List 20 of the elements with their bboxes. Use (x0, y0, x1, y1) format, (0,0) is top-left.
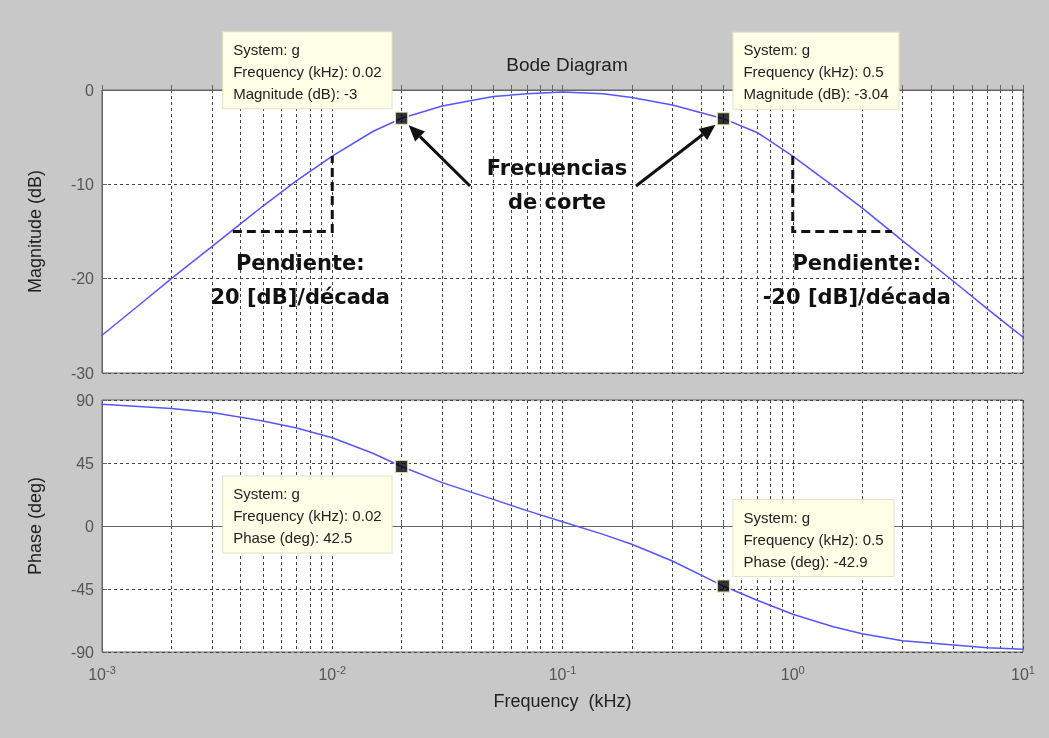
y-tick-label: -45 (70, 580, 95, 598)
annotation: Pendiente: 20 [dB]/década (210, 251, 391, 310)
annotation: Frecuencias de corte (486, 156, 628, 214)
y-tick-label: 45 (76, 454, 95, 472)
y-tick-label: -10 (70, 175, 95, 193)
x-axis-title: Frequency (kHz) (493, 691, 632, 711)
annotation: System: g Frequency (kHz): 0.5 Phase (deg): -42.9 (743, 508, 884, 570)
annotation: System: g Frequency (kHz): 0.02 Phase (deg): 42.5 (233, 485, 382, 546)
y-tick-label: -20 (70, 270, 95, 288)
y-axis-title: Magnitude (dB) (25, 169, 45, 294)
y-tick-label: 0 (85, 81, 95, 99)
y-tick-label: 0 (85, 517, 95, 535)
y-tick-label: -90 (70, 643, 95, 661)
chart-title: Bode Diagram (506, 54, 628, 75)
annotation: Pendiente: -20 [dB]/década (762, 251, 951, 310)
annotation: System: g Frequency (kHz): 0.02 Magnitude (dB): -3 (233, 40, 382, 102)
y-tick-label: -30 (70, 364, 95, 382)
annotation: System: g Frequency (kHz): 0.5 Magnitude (dB): -3.04 (743, 41, 889, 103)
y-axis-title: Phase (deg) (25, 476, 45, 576)
y-tick-label: 90 (76, 391, 95, 409)
